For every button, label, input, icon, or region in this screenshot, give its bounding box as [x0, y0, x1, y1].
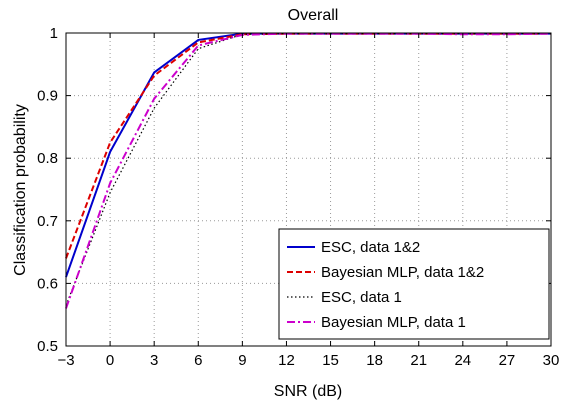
chart-title: Overall [288, 7, 339, 24]
y-tick-label: 0.8 [37, 150, 58, 167]
legend: ESC, data 1&2 Bayesian MLP, data 1&2 ESC, … [278, 228, 550, 340]
x-tick-label: 21 [410, 352, 427, 369]
plot-frame [65, 32, 552, 347]
axis-ticks: −3 0 3 6 9 12 15 18 21 24 27 30 0.5 0.6 0.7 0.8 0.9 1 [37, 25, 559, 369]
x-tick-label: −3 [57, 352, 74, 369]
x-tick-label: 0 [106, 352, 114, 369]
y-tick-label: 1 [50, 25, 58, 42]
y-axis-title: Classification probability [12, 104, 29, 276]
x-tick-label: 18 [366, 352, 383, 369]
series-line-2 [65, 32, 551, 259]
y-tick-label: 0.7 [37, 213, 58, 230]
legend-label: Bayesian MLP, data 1&2 [321, 264, 484, 281]
x-tick-label: 12 [278, 352, 295, 369]
x-tick-label: 24 [454, 352, 471, 369]
series-line-4 [65, 32, 552, 309]
x-tick-label: 6 [194, 352, 202, 369]
x-tick-label: 9 [238, 352, 246, 369]
y-tick-label: 0.5 [37, 338, 58, 355]
x-tick-label: 15 [322, 352, 339, 369]
y-tick-label: 0.9 [37, 88, 58, 105]
x-tick-label: 3 [150, 352, 158, 369]
legend-label: ESC, data 1 [321, 289, 402, 306]
legend-label: ESC, data 1&2 [321, 239, 420, 256]
y-tick-label: 0.6 [37, 275, 58, 292]
x-tick-label: 27 [499, 352, 516, 369]
legend-label: Bayesian MLP, data 1 [321, 314, 466, 331]
legend-box [278, 228, 550, 340]
x-axis-title: SNR (dB) [274, 383, 342, 400]
x-tick-label: 30 [543, 352, 560, 369]
series-lines [65, 32, 552, 309]
series-line-3 [65, 32, 551, 306]
